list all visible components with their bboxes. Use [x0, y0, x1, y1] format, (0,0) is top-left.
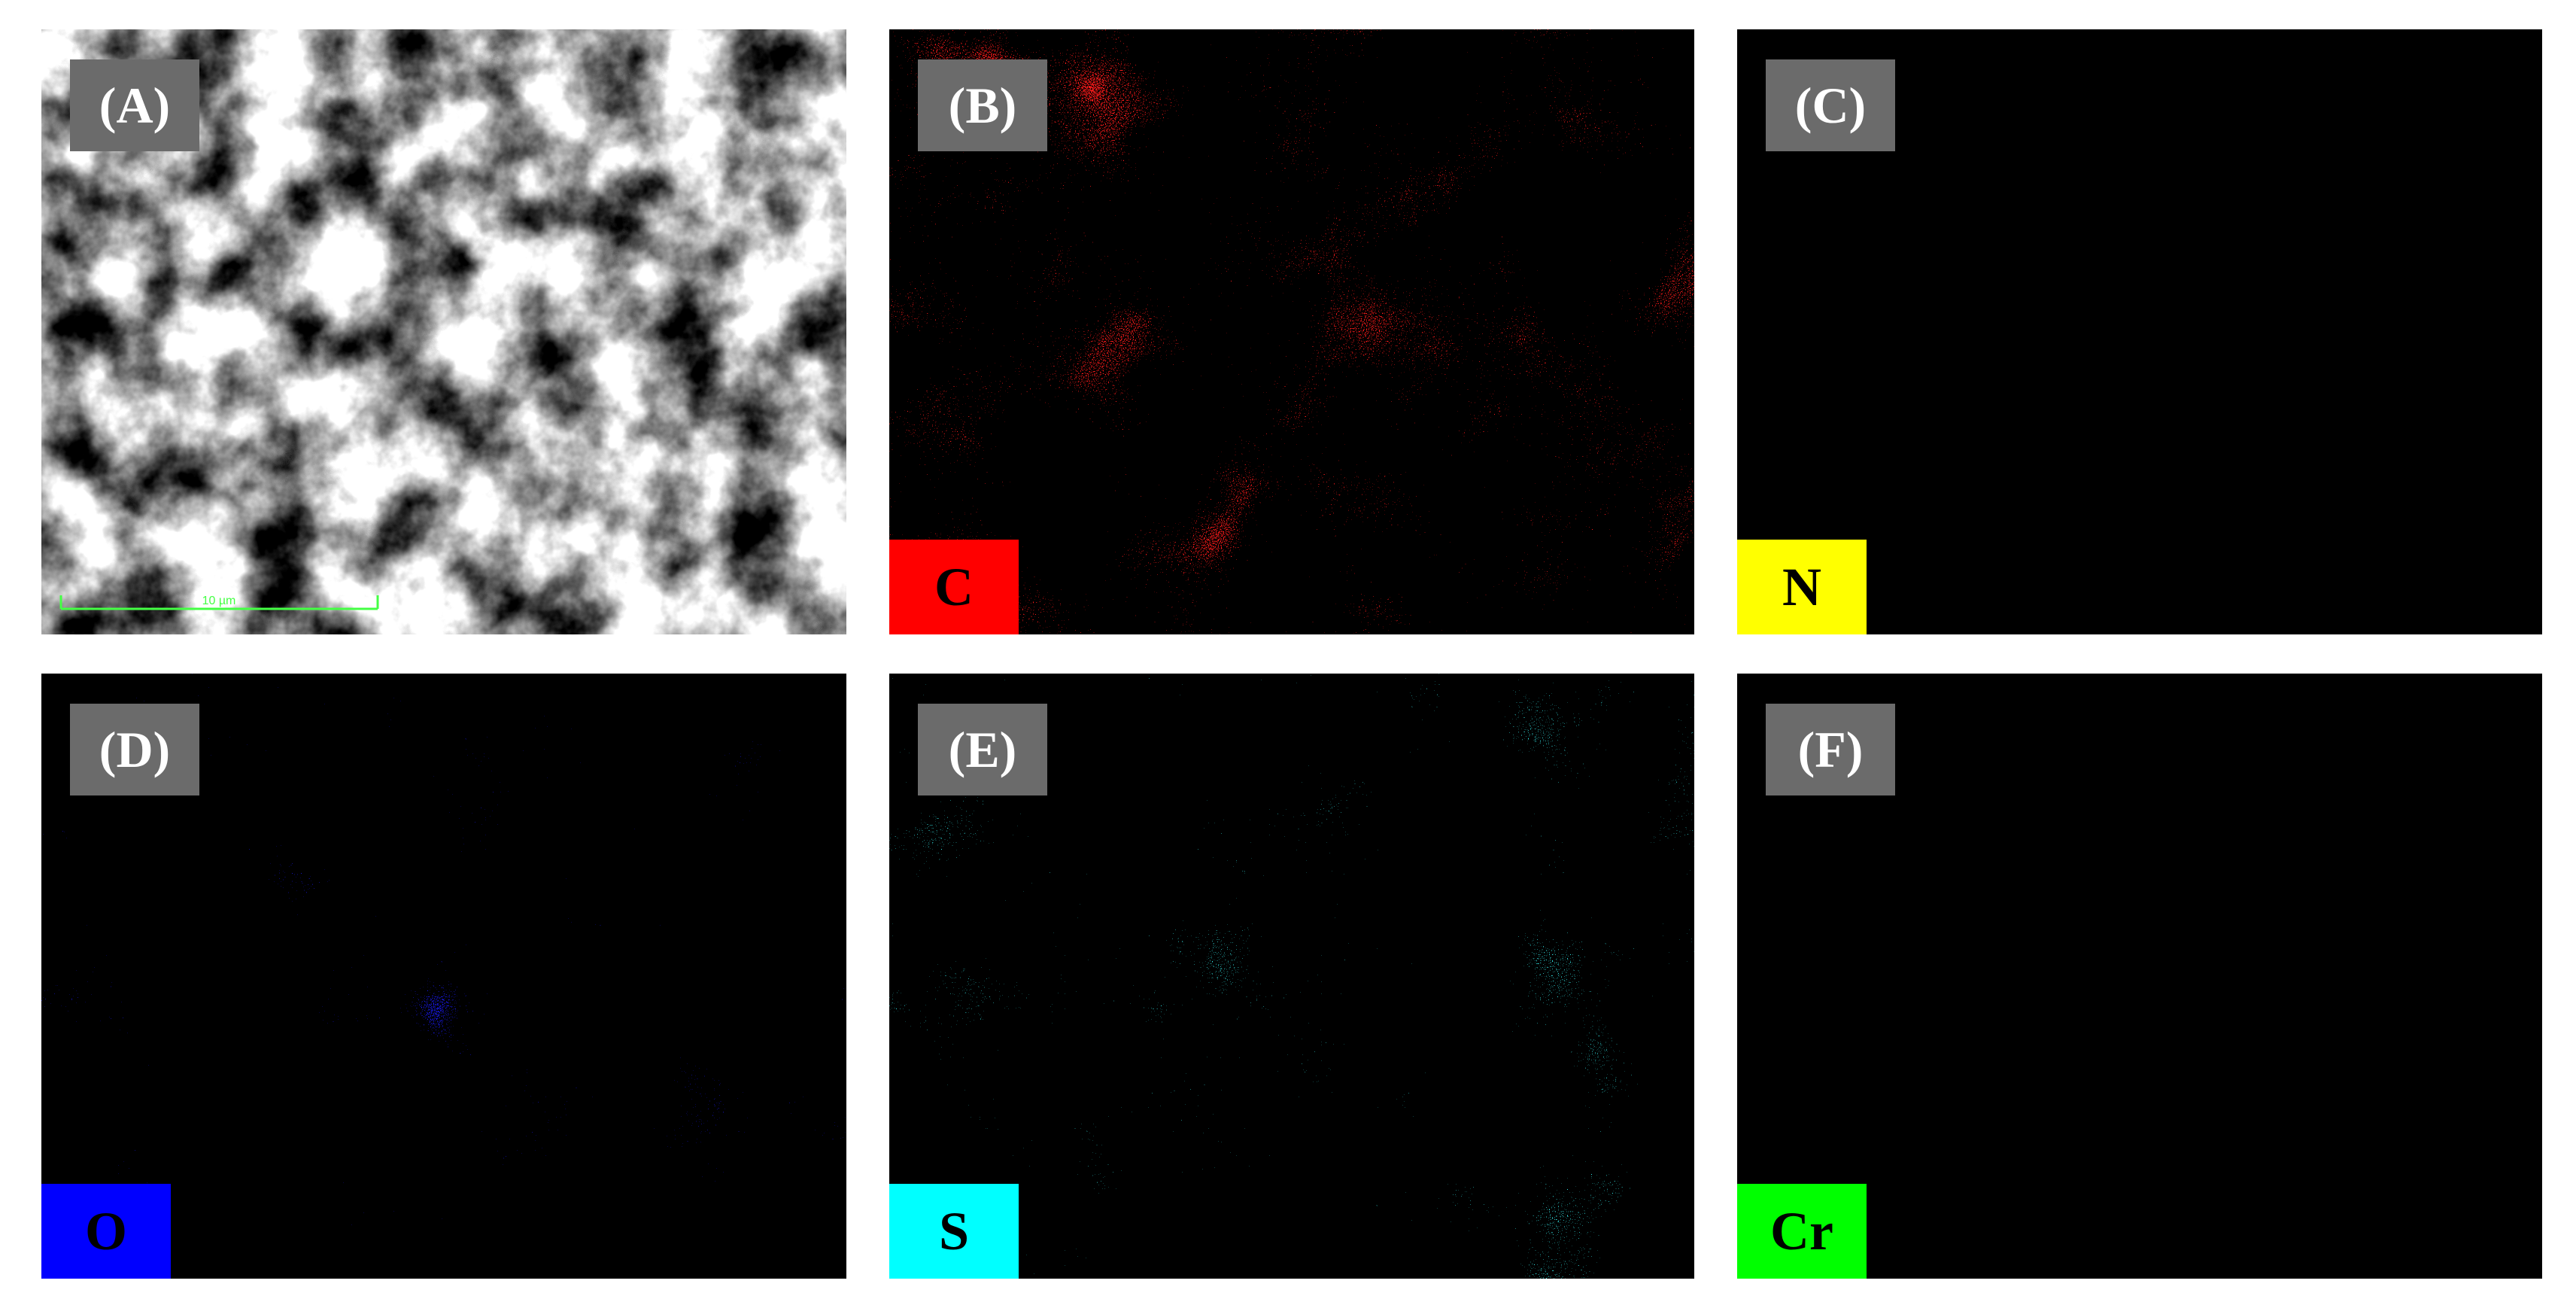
eds-map: S (E): [889, 674, 1694, 1279]
panel-label: (A): [70, 59, 199, 151]
panel-label: (C): [1766, 59, 1895, 151]
eds-map: O (D): [41, 674, 846, 1279]
panel-label: (D): [70, 704, 199, 795]
panel-label: (B): [918, 59, 1047, 151]
element-label: S: [889, 1184, 1019, 1279]
eds-map: C (B): [889, 29, 1694, 634]
texture: [1737, 29, 2542, 634]
scale-bar-label: 10 µm: [202, 595, 236, 607]
element-label: N: [1737, 540, 1867, 634]
element-label: Cr: [1737, 1184, 1867, 1279]
panel-label: (F): [1766, 704, 1895, 795]
element-label: O: [41, 1184, 171, 1279]
sem-image: 10 µm (A): [41, 29, 846, 634]
eds-map: Cr (F): [1737, 674, 2542, 1279]
element-label: C: [889, 540, 1019, 634]
eds-map: N (C): [1737, 29, 2542, 634]
panel-label: (E): [918, 704, 1047, 795]
